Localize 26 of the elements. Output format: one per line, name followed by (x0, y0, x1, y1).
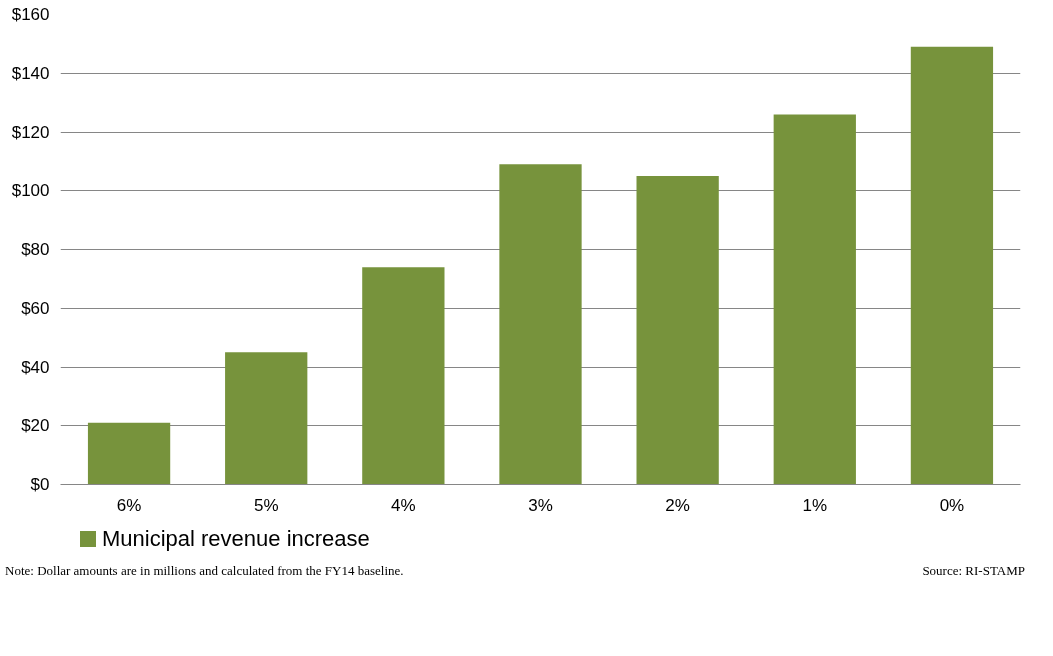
bar (910, 46, 994, 485)
y-tick-label: $120 (11, 122, 50, 142)
y-tick-label: $20 (21, 416, 50, 436)
bar (499, 164, 582, 485)
y-tick-label: $60 (21, 298, 50, 318)
x-tick-label: 0% (939, 495, 965, 515)
bar (362, 267, 445, 485)
text: Note: Dollar amounts are in millions and calculated from the FY14 baseline. (5, 562, 404, 580)
y-tick-label: $140 (11, 63, 50, 83)
x-tick-label: 3% (528, 495, 553, 515)
bar (773, 114, 856, 485)
bar (225, 352, 308, 485)
y-tick-label: $40 (21, 357, 50, 377)
x-tick-label: 4% (391, 495, 416, 515)
x-tick-label: 6% (116, 495, 142, 515)
y-tick-label: $160 (11, 5, 50, 24)
x-tick-label: 1% (802, 495, 828, 515)
y-tick-label: $100 (11, 181, 50, 201)
y-tick-label: $0 (30, 475, 50, 494)
y-tick-label: $80 (21, 240, 50, 259)
legend-label: Municipal revenue increase (102, 526, 370, 552)
bar (636, 176, 719, 485)
bar (87, 422, 171, 485)
x-tick-label: 2% (665, 495, 690, 515)
source-note: Source: RI-STAMP (922, 562, 1025, 580)
x-tick-label: 5% (253, 495, 279, 515)
